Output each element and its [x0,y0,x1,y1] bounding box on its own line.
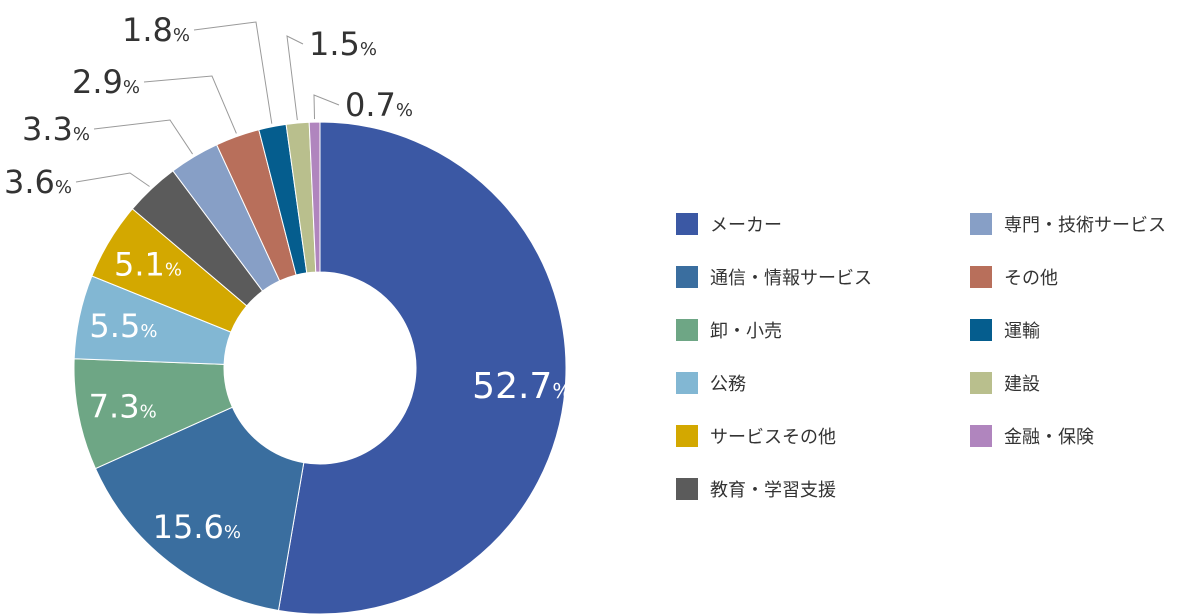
legend-label: サービスその他 [710,427,836,448]
legend-label: 金融・保険 [1004,427,1094,448]
legend-item: 卸・小売 [676,318,782,342]
legend-swatch [970,266,992,288]
pie-slice [308,121,321,273]
legend-item: 通信・情報サービス [676,265,872,289]
legend-item: サービスその他 [676,424,836,448]
legend-swatch [676,319,698,341]
legend-label: 公務 [710,374,746,395]
leader-line [93,119,193,155]
slice-value-label: 2.9% [72,63,140,101]
pie-slice [277,121,567,615]
legend-label: メーカー [710,215,782,236]
slice-value-label: 1.8% [122,11,190,49]
legend-item: 金融・保険 [970,424,1094,448]
legend-label: 専門・技術サービス [1004,215,1166,236]
slice-value-label: 5.1% [114,245,182,283]
leader-line [75,172,150,187]
legend-swatch [676,266,698,288]
slice-value-label: 5.5% [89,307,157,345]
legend-swatch [970,372,992,394]
legend-label: 教育・学習支援 [710,480,836,501]
pie-slice [94,406,305,612]
legend-item: 教育・学習支援 [676,477,836,501]
legend-item: 専門・技術サービス [970,212,1166,236]
legend-swatch [676,213,698,235]
leader-line [193,21,273,124]
legend-swatch [970,213,992,235]
slice-value-label: 3.3% [22,110,90,148]
leader-line [286,35,304,121]
slice-value-label: 0.7% [345,86,413,124]
slice-value-label: 52.7% [472,366,571,407]
leader-line [143,75,237,134]
legend-label: 運輸 [1004,321,1040,342]
slice-value-label: 7.3% [89,387,157,425]
legend-swatch [970,425,992,447]
legend-label: その他 [1004,268,1058,289]
slice-value-label: 1.5% [309,25,377,63]
slice-value-label: 3.6% [4,163,72,201]
legend-label: 卸・小売 [710,321,782,342]
legend-swatch [676,425,698,447]
legend-item: 建設 [970,371,1040,395]
slice-value-label: 15.6% [153,508,241,546]
legend-item: その他 [970,265,1058,289]
legend-label: 通信・情報サービス [710,268,872,289]
legend-label: 建設 [1004,374,1040,395]
legend-swatch [676,372,698,394]
legend-item: 運輸 [970,318,1040,342]
legend-swatch [676,478,698,500]
legend-swatch [970,319,992,341]
legend-item: メーカー [676,212,782,236]
legend-item: 公務 [676,371,746,395]
leader-line [313,94,340,120]
